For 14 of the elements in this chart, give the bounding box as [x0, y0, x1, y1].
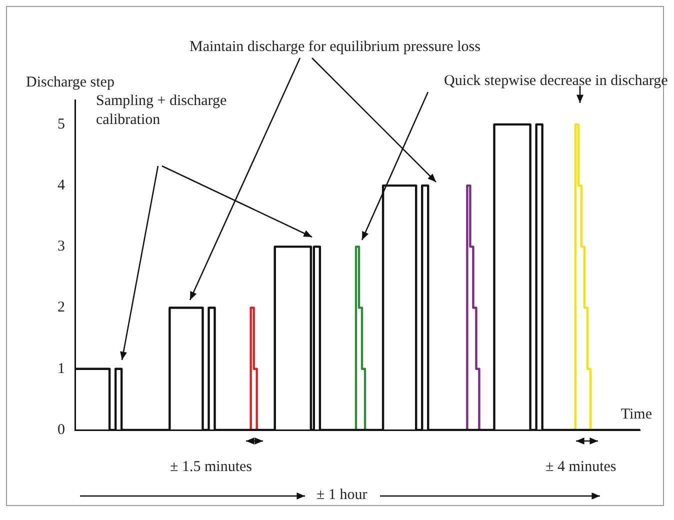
y-tick-label: 4 [58, 177, 66, 194]
y-tick-label: 1 [58, 360, 65, 377]
y-tick-label: 0 [58, 422, 65, 438]
x-axis-title: Time [620, 406, 652, 422]
y-tick-label: 3 [58, 238, 65, 255]
annotation: Sampling + discharge calibration [96, 92, 228, 130]
y-tick-label: 5 [58, 116, 65, 132]
y-axis-title: Discharge step [26, 74, 114, 90]
text: ± 1 hour [316, 486, 368, 505]
text: ± 4 minutes [546, 458, 616, 477]
text: Quick stepwise decrease in discharge [444, 72, 668, 91]
y-tick-label: 2 [58, 300, 65, 316]
text: ± 1.5 minutes [170, 458, 252, 477]
text: Maintain discharge for equilibrium pressure loss [190, 38, 480, 57]
